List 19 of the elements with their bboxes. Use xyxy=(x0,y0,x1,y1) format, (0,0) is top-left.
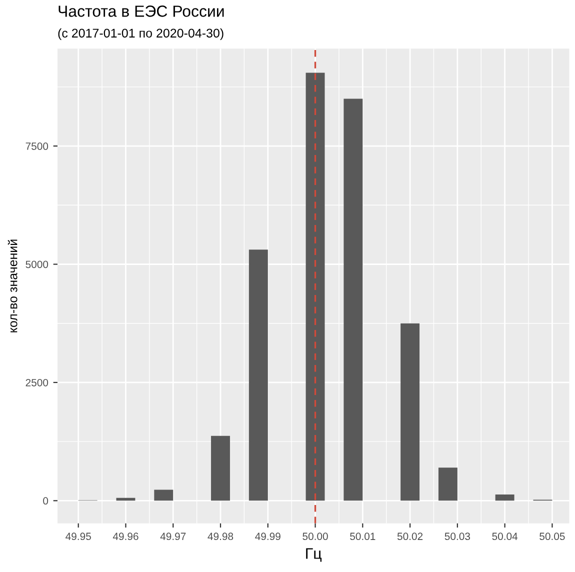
y-tick-label: 2500 xyxy=(26,378,48,386)
x-tick-label: 50.03 xyxy=(444,532,470,540)
x-tick-label: 49.96 xyxy=(112,532,138,540)
x-tick-label: 50.04 xyxy=(492,532,518,540)
x-tick-label: 50.01 xyxy=(350,532,376,540)
y-tick-label: 7500 xyxy=(26,142,48,150)
x-tick-label: 49.97 xyxy=(160,532,186,540)
y-axis-title: кол-во значений xyxy=(8,240,18,332)
y-tick-label: 0 xyxy=(43,497,48,505)
x-tick-label: 50.00 xyxy=(302,532,328,540)
x-tick-label: 49.98 xyxy=(208,532,234,540)
y-tick-label: 5000 xyxy=(26,260,48,268)
chart-title: Частота в ЕЭС России xyxy=(58,6,224,17)
x-tick-label: 50.05 xyxy=(540,532,565,540)
chart-subtitle: (с 2017-01-01 по 2020-04-30) xyxy=(58,28,224,40)
x-tick-label: 50.02 xyxy=(397,532,423,540)
x-tick-label: 49.95 xyxy=(66,532,91,540)
x-tick-label: 49.99 xyxy=(255,532,280,540)
x-axis-title: Гц xyxy=(306,548,322,562)
